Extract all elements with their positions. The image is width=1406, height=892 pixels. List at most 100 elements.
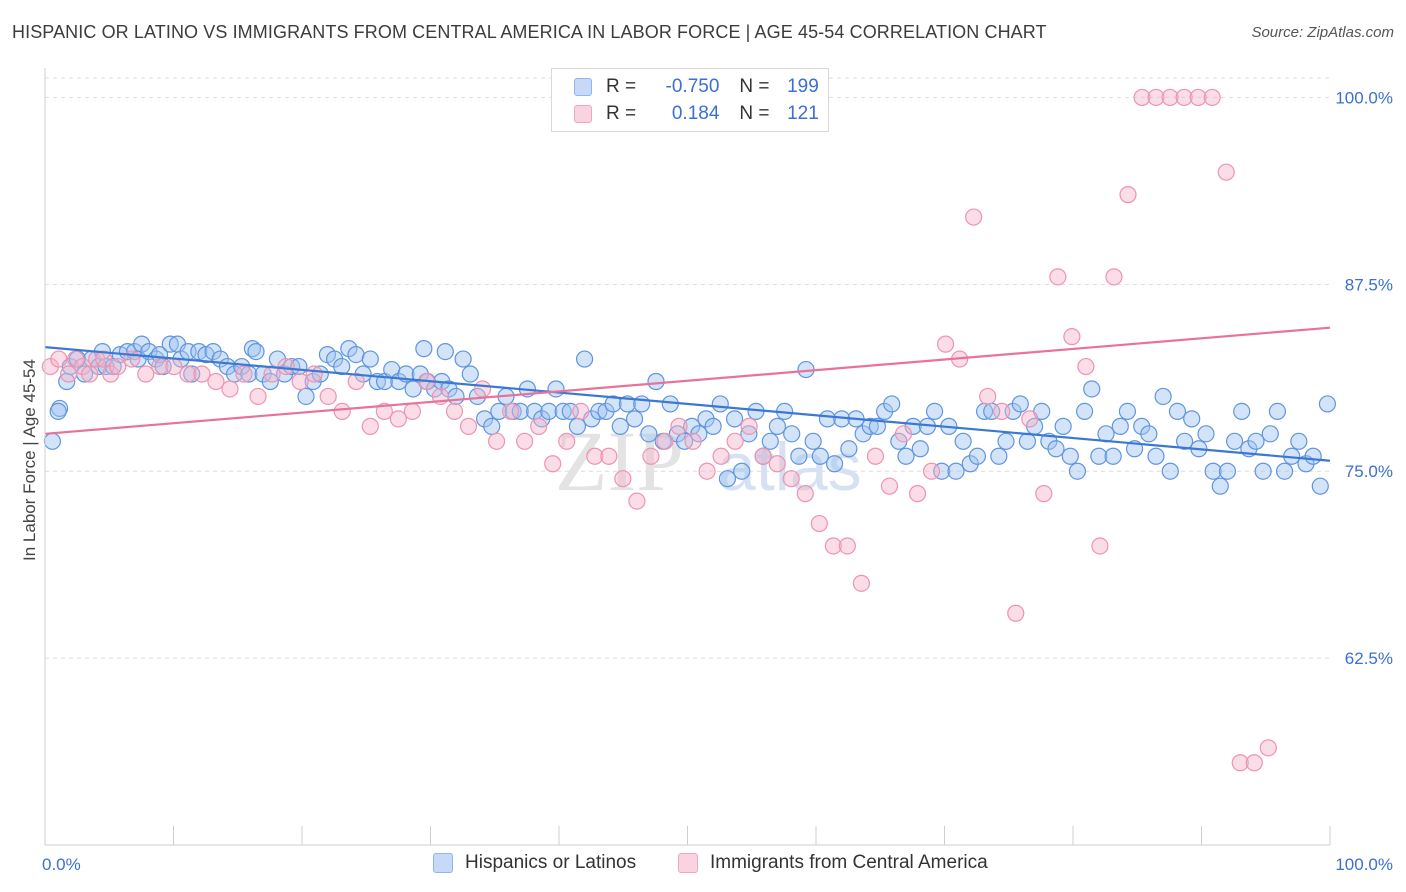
data-point [625, 410, 644, 428]
bottom-legend-item-central-america: Immigrants from Central America [678, 852, 988, 874]
data-point [1021, 410, 1039, 428]
data-point [754, 447, 772, 465]
data-point [936, 335, 955, 353]
data-point [403, 402, 421, 421]
data-point [880, 477, 899, 495]
data-point [979, 387, 997, 406]
bottom-legend-label-hispanic: Hispanics or Latinos [465, 852, 637, 873]
data-point [1161, 88, 1179, 107]
data-point [436, 343, 454, 361]
data-point [1304, 447, 1322, 465]
data-point [1119, 186, 1137, 204]
data-point [712, 447, 730, 465]
data-point [965, 208, 983, 226]
data-point [81, 365, 99, 383]
data-point [490, 402, 508, 421]
data-point [810, 514, 828, 533]
data-point [993, 402, 1011, 421]
data-point [1111, 417, 1129, 435]
data-point [642, 447, 660, 465]
data-point [947, 462, 965, 480]
data-point [925, 402, 944, 421]
data-point [908, 485, 927, 503]
data-point [1011, 395, 1029, 413]
data-point [516, 432, 534, 450]
data-point [990, 447, 1008, 465]
data-point [473, 380, 492, 398]
legend-row-central-america: R = 0.184 N = 121 [574, 101, 819, 127]
data-point [1054, 417, 1072, 435]
data-point [1204, 462, 1222, 480]
data-point [179, 365, 197, 383]
legend-row-hispanic: R = -0.750 N = 199 [574, 74, 819, 100]
series-layer [41, 88, 1337, 772]
data-point [1118, 402, 1137, 421]
data-point [718, 470, 737, 488]
data-point [1183, 410, 1201, 428]
data-point [1063, 328, 1081, 346]
data-point [291, 372, 309, 391]
data-point [43, 432, 62, 450]
data-point [1245, 754, 1263, 772]
y-tick-label: 75.0% [1345, 462, 1393, 481]
x-tick-label: 0.0% [42, 855, 81, 874]
data-point [333, 357, 351, 376]
data-point [347, 372, 365, 391]
data-point [804, 432, 822, 450]
data-point [883, 395, 901, 413]
data-point [1261, 425, 1279, 443]
data-point [818, 410, 837, 428]
data-point [1077, 357, 1095, 376]
data-point [502, 402, 520, 421]
data-point [415, 340, 433, 358]
data-point [1091, 537, 1109, 555]
legend-n-value: 199 [787, 76, 819, 97]
data-point [1254, 462, 1272, 480]
data-point [824, 537, 842, 555]
data-point [911, 440, 929, 458]
data-point [997, 432, 1015, 450]
data-point [1203, 88, 1221, 107]
legend-n-value: 121 [787, 103, 819, 124]
bottom-legend-label-central-america: Immigrants from Central America [710, 852, 988, 873]
x-tick-label: 100.0% [1335, 855, 1393, 874]
data-point [1275, 462, 1294, 480]
data-point [1211, 477, 1229, 495]
data-point [1318, 395, 1337, 413]
data-point [861, 417, 879, 435]
data-point [95, 350, 113, 368]
data-point [263, 365, 281, 383]
data-point [60, 365, 78, 383]
y-tick-label: 100.0% [1335, 88, 1393, 107]
axes: 62.5% 75.0% 87.5% 100.0% 0.0% 100.0% In Labor … [20, 68, 1393, 874]
data-point [768, 455, 786, 473]
bottom-legend-item-hispanic: Hispanics or Latinos [433, 852, 636, 874]
data-point [614, 470, 632, 488]
data-point [897, 447, 915, 465]
data-point [547, 380, 565, 398]
data-point [297, 387, 315, 406]
data-point [283, 357, 301, 376]
data-point [1247, 432, 1265, 450]
data-point [1147, 447, 1165, 465]
data-point [249, 387, 267, 406]
chart-title: HISPANIC OR LATINO VS IMMIGRANTS FROM CE… [12, 22, 1047, 42]
data-point [796, 485, 814, 503]
data-point [305, 365, 323, 383]
data-point [1218, 462, 1237, 480]
data-point [1075, 402, 1094, 421]
data-point [568, 417, 587, 435]
data-point [247, 343, 265, 361]
data-point [838, 537, 856, 555]
data-point [954, 432, 972, 450]
data-point [445, 402, 464, 421]
data-point [1189, 88, 1207, 107]
data-point [1268, 402, 1287, 421]
legend-swatch-central-america [574, 105, 592, 123]
data-point [1068, 462, 1087, 480]
bottom-legend-swatch-central-america [678, 853, 698, 873]
data-point [554, 402, 572, 421]
source-label: Source: ZipAtlas.com [1251, 24, 1394, 41]
data-point [151, 357, 169, 376]
data-point [726, 432, 744, 450]
